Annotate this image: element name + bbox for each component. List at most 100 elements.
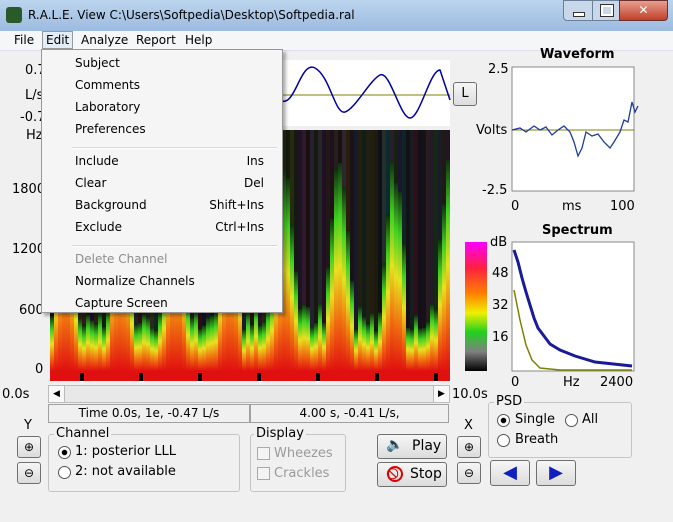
stop-label[interactable]: Stop <box>410 466 442 482</box>
noise <box>314 130 318 323</box>
noise <box>414 130 418 316</box>
close-button[interactable]: ✕ <box>619 0 668 21</box>
check-wheezes-label: Wheezes <box>274 446 333 461</box>
l-button[interactable]: L <box>453 82 477 106</box>
noise <box>338 130 342 163</box>
colorbar <box>465 242 487 371</box>
noise <box>358 130 362 307</box>
radio-channel-1[interactable] <box>58 446 71 459</box>
noise <box>386 130 390 216</box>
radio-single[interactable] <box>497 414 510 427</box>
spectrogram-column <box>134 324 138 371</box>
menu-edit[interactable]: Edit <box>42 31 74 49</box>
noise <box>426 130 430 322</box>
play-label[interactable]: Play <box>412 438 442 454</box>
spectrogram-column <box>246 311 250 371</box>
menu-analyze[interactable]: Analyze <box>81 33 129 47</box>
spectrogram-column <box>334 169 338 371</box>
spectrum-baseline-curve <box>513 289 632 371</box>
spectrogram-column <box>290 224 294 371</box>
spectrogram-column <box>402 244 406 371</box>
check-crackles-label: Crackles <box>274 466 330 481</box>
menu-item[interactable]: Laboratory <box>75 100 141 114</box>
event-tick <box>198 373 202 381</box>
noise <box>342 130 346 188</box>
y-zoom-in[interactable]: ⊕ <box>17 436 41 458</box>
waveform-y-top: 2.5 <box>488 62 509 77</box>
x-zoom-out[interactable]: ⊖ <box>457 462 481 484</box>
x-zoom-in[interactable]: ⊕ <box>457 436 481 458</box>
spectrogram-column <box>370 313 374 371</box>
spectrogram-column <box>214 311 218 371</box>
radio-all-label[interactable]: All <box>582 412 599 427</box>
waveform-plot <box>511 66 635 192</box>
status-position: 4.00 s, -0.41 L/s, <box>250 404 449 423</box>
menu-item[interactable]: Clear <box>75 176 107 190</box>
spectrogram-column <box>262 321 266 371</box>
noise <box>318 130 322 304</box>
play-button[interactable]: 🔈 Play <box>377 434 447 459</box>
menu-file[interactable]: File <box>14 33 35 47</box>
menu-item[interactable]: Capture Screen <box>75 296 168 310</box>
spectrogram-column <box>250 324 254 371</box>
event-tick <box>139 373 143 381</box>
time-scrollbar[interactable]: ◀ ▶ <box>48 385 450 403</box>
spectrogram-column <box>102 326 106 371</box>
spectrogram-column <box>162 284 166 371</box>
noise <box>430 130 434 305</box>
radio-breath-label[interactable]: Breath <box>515 432 559 447</box>
menu-item[interactable]: Exclude <box>75 220 123 234</box>
menu-report[interactable]: Report <box>136 33 176 47</box>
y-zoom-out[interactable]: ⊖ <box>17 462 41 484</box>
spectrogram-column <box>258 325 262 371</box>
noise <box>306 130 310 307</box>
noise <box>294 130 298 272</box>
menu-item[interactable]: Normalize Channels <box>75 274 195 288</box>
waveform-x-end: 100 <box>610 199 635 214</box>
spectrogram-column <box>418 328 422 371</box>
spectrogram-column <box>322 322 326 371</box>
noise <box>402 130 406 245</box>
spectrogram-column <box>202 325 206 371</box>
menu-item[interactable]: Include <box>75 154 119 168</box>
maximize-button[interactable] <box>592 0 620 21</box>
spectrogram-column <box>298 309 302 371</box>
event-bar <box>50 371 450 381</box>
noise <box>302 130 306 305</box>
radio-single-label[interactable]: Single <box>515 412 555 427</box>
check-wheezes <box>257 447 270 460</box>
radio-channel-2[interactable] <box>58 466 71 479</box>
menu-item[interactable]: Comments <box>75 78 141 92</box>
radio-channel-2-label[interactable]: 2: not available <box>75 464 176 479</box>
noise <box>346 130 350 231</box>
noise <box>350 130 354 281</box>
channel-title: Channel <box>54 426 112 441</box>
radio-channel-1-label[interactable]: 1: posterior LLL <box>75 444 176 459</box>
next-button[interactable]: ▶ <box>536 460 576 486</box>
radio-breath[interactable] <box>497 434 510 447</box>
menu-help[interactable]: Help <box>185 33 213 47</box>
stop-button[interactable]: ⃠ Stop <box>377 462 447 487</box>
spectrogram-column <box>142 313 146 371</box>
spectrogram-column <box>186 299 190 371</box>
time-start-label: 0.0s <box>2 387 30 402</box>
spectrogram-column <box>190 317 194 371</box>
radio-all[interactable] <box>565 414 578 427</box>
colorbar-tick: 16 <box>492 330 509 345</box>
spectrogram-column <box>338 162 342 371</box>
spectrogram-column <box>410 329 414 371</box>
menu-item[interactable]: Subject <box>75 56 120 70</box>
spectrogram-column <box>406 327 410 371</box>
menu-item[interactable]: Preferences <box>75 122 146 136</box>
noise <box>446 130 450 160</box>
spectrogram-column <box>266 306 270 371</box>
menu-item[interactable]: Background <box>75 198 147 212</box>
noise <box>366 130 370 324</box>
freq-tick: 600 <box>19 303 44 318</box>
prev-button[interactable]: ◀ <box>490 460 530 486</box>
spectrogram-column <box>442 204 446 371</box>
spectrogram-column <box>194 309 198 371</box>
noise <box>286 130 290 179</box>
edit-dropdown: Subject Comments Laboratory Preferences Incl… <box>41 49 283 313</box>
